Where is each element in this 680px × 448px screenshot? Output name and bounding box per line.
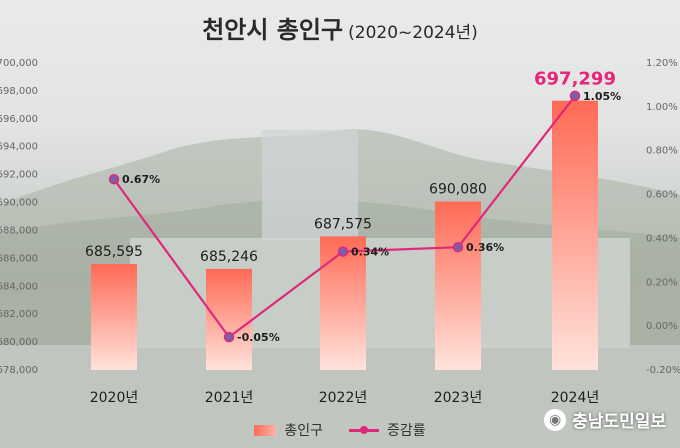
left-tick-label: 684,000: [0, 281, 38, 292]
legend-growth-rate-label: 증감률: [387, 423, 426, 439]
left-tick-label: 682,000: [0, 309, 38, 320]
population-bar: [552, 100, 598, 371]
right-tick-label: 0.20%: [646, 277, 678, 288]
growth-rate-point: [452, 241, 464, 253]
population-bar: [206, 268, 252, 370]
left-tick-label: 680,000: [0, 337, 38, 348]
watermark-text: 충남도민일보: [572, 412, 666, 432]
growth-rate-label: 0.67%: [122, 173, 160, 186]
x-tick-label: 2021년: [205, 390, 254, 406]
left-tick-label: 688,000: [0, 225, 38, 236]
city-hall-tower: [262, 130, 358, 240]
left-tick-label: 678,000: [0, 365, 38, 376]
x-tick-label: 2020년: [90, 390, 139, 406]
right-axis: 1.20% 1.00% 0.80% 0.60% 0.40% 0.20% 0.00% -0.20…: [646, 58, 680, 376]
growth-rate-label: -0.05%: [237, 331, 280, 344]
watermark: ◉ 충남도민일보: [544, 407, 666, 432]
x-tick-label: 2023년: [434, 390, 483, 406]
left-axis: 700,000 698,000 696,000 694,000 692,000 690,0…: [0, 58, 38, 376]
legend-item-population: 총인구: [254, 420, 323, 440]
growth-rate-point: [223, 331, 235, 343]
population-value-label: 697,299: [534, 69, 616, 90]
left-tick-label: 698,000: [0, 86, 38, 97]
population-value-label: 685,595: [85, 244, 143, 260]
growth-rate-line: 0.67% -0.05% 0.34% 0.36% 1.05%: [108, 90, 621, 344]
legend-item-growth-rate: 증감률: [349, 420, 426, 440]
population-bar: [320, 236, 366, 370]
growth-rate-point: [569, 90, 581, 102]
chart-legend: 총인구 증감률: [0, 420, 680, 440]
growth-rate-point: [108, 173, 120, 185]
population-value-label: 687,575: [314, 216, 372, 232]
left-tick-label: 694,000: [0, 142, 38, 153]
broadcast-logo-icon: ◉: [544, 408, 567, 431]
population-bars: [91, 100, 598, 371]
left-tick-label: 692,000: [0, 170, 38, 181]
right-tick-label: 1.20%: [646, 58, 678, 69]
x-axis: 2020년 2021년 2022년 2023년 2024년: [90, 390, 600, 406]
right-tick-label: 0.80%: [646, 146, 678, 157]
legend-population-label: 총인구: [284, 423, 323, 439]
growth-rate-label: 1.05%: [583, 90, 621, 103]
left-tick-label: 700,000: [0, 58, 38, 69]
growth-rate-label: 0.34%: [351, 246, 389, 259]
legend-line-swatch: [349, 425, 379, 434]
population-value-label: 690,080: [429, 181, 487, 197]
growth-rate-point: [337, 246, 349, 257]
population-bar: [91, 264, 137, 370]
chart-title: 천안시 총인구 (2020~2024년): [0, 10, 680, 45]
right-tick-label: 0.60%: [646, 190, 678, 201]
growth-rate-label: 0.36%: [466, 241, 504, 254]
left-tick-label: 696,000: [0, 114, 38, 125]
chart-title-main: 천안시 총인구: [202, 16, 344, 44]
right-tick-label: -0.20%: [646, 365, 680, 376]
population-labels: 685,595 685,246 687,575 690,080 697,299: [85, 69, 616, 265]
left-tick-label: 690,000: [0, 198, 38, 209]
x-tick-label: 2024년: [551, 390, 600, 406]
left-tick-label: 686,000: [0, 253, 38, 264]
population-value-label: 685,246: [200, 249, 258, 265]
x-tick-label: 2022년: [319, 390, 368, 406]
legend-bar-swatch: [254, 424, 277, 436]
right-tick-label: 0.40%: [646, 233, 678, 244]
right-tick-label: 1.00%: [646, 102, 678, 113]
chart-title-sub: (2020~2024년): [348, 23, 478, 43]
right-tick-label: 0.00%: [646, 321, 678, 332]
population-bar: [435, 201, 481, 370]
